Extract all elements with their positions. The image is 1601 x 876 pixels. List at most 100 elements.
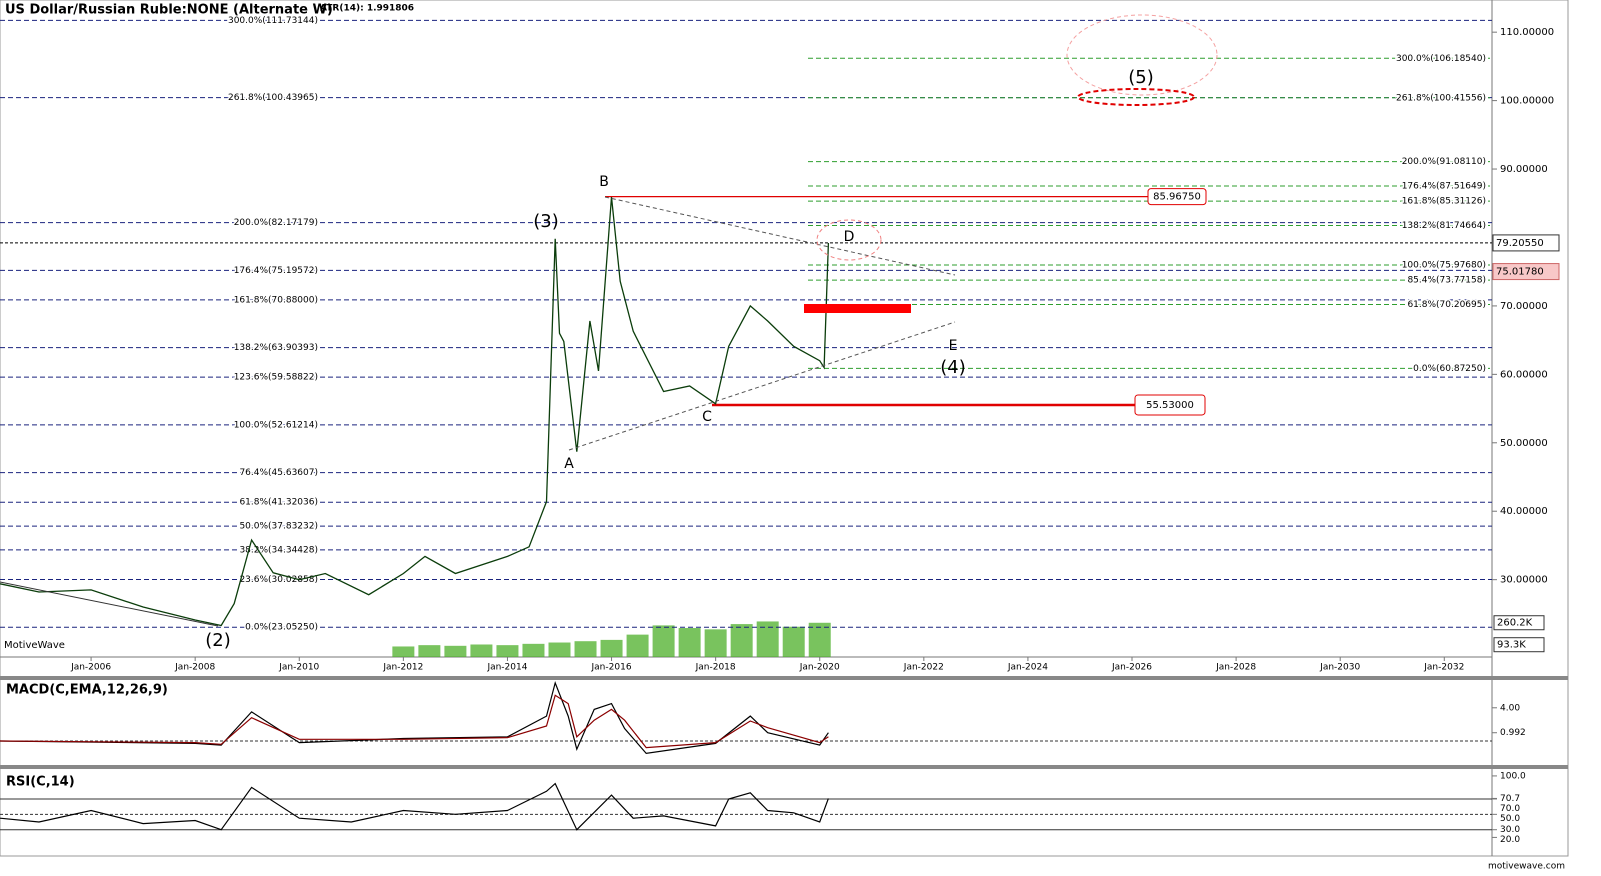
x-tick-label: Jan-2026 [1111,663,1152,673]
last-close-box [1492,263,1560,281]
projection-label: 138.2%(81.74664) [1402,221,1486,231]
fib-label: 261.8%(100.43965) [228,93,318,103]
y-tick-label: 0.992 [1500,728,1526,738]
price-level-box [1147,188,1207,206]
x-tick-label: Jan-2010 [278,663,319,673]
volume-label-box [1493,637,1545,653]
y-tick-label: 100.00000 [1500,96,1554,107]
wave-label: D [844,229,855,245]
trend-line [568,321,956,451]
projection-label: 161.8%(85.31126) [1402,197,1486,207]
y-tick-label: 50.0 [1500,814,1520,824]
fib-label: 161.8%(70.88000) [234,295,318,305]
price-level-box [1134,394,1206,416]
y-tick-label: 30.0 [1500,825,1520,835]
volume-bar [522,643,545,657]
panel-title: RSI(C,14) [6,775,75,790]
wave-label: A [564,456,574,472]
projection-label: 261.8%(100.41556) [1396,93,1486,103]
volume-bar [756,621,779,657]
y-tick-label: 30.00000 [1500,575,1548,586]
target-ellipse [1077,88,1195,106]
fib-label: 300.0%(111.73144) [228,16,318,26]
plot-layer: Jan-2006 Jan-2008 Jan-2010 Jan-2012 Jan-2014… [0,14,1560,845]
target-ellipse [816,219,882,261]
indicator-label: ATR(14): 1.991806 [320,4,414,14]
y-tick-label: 20.0 [1500,835,1520,845]
projection-label: 300.0%(106.18540) [1396,54,1486,64]
volume-bar [470,644,493,657]
volume-label: 260.2K [1497,618,1533,629]
volume-bar [496,645,519,657]
frame [0,0,1569,857]
price-level-label: 85.96750 [1153,192,1201,203]
x-tick-label: Jan-2022 [903,663,944,673]
y-tick-label: 4.00 [1500,703,1520,713]
fib-label: 23.6%(30.02858) [239,575,318,585]
fib-label: 176.4%(75.19572) [234,266,318,276]
volume-bar [444,645,467,657]
target-ellipse [1066,14,1218,96]
wave-label: C [702,409,712,425]
series-line [0,197,830,627]
x-tick-label: Jan-2008 [174,663,215,673]
panel-divider [0,676,1568,680]
x-tick-label: Jan-2014 [486,663,527,673]
last-close-label: 75.01780 [1496,267,1544,278]
x-tick-label: Jan-2016 [591,663,632,673]
projection-label: 100.0%(75.97680) [1402,261,1486,271]
volume-bar [678,628,701,657]
target-zone [804,304,911,313]
x-tick-label: Jan-2006 [70,663,111,673]
fib-label: 0.0%(23.05250) [245,623,318,633]
fib-label: 38.2%(34.34428) [239,545,318,555]
volume-bar [418,645,441,657]
series-line [0,694,829,749]
wave-label: (2) [205,630,231,651]
last-high-box [1492,234,1560,252]
projection-label: 61.8%(70.20695) [1407,300,1486,310]
volume-bar [808,622,831,657]
volume-label-box [1493,615,1545,631]
fib-label: 123.6%(59.58822) [234,373,318,383]
wave-label: (3) [533,211,559,232]
wave-label: E [949,338,958,354]
wave-label: B [599,174,609,190]
fib-label: 76.4%(45.63607) [239,468,318,478]
volume-bar [392,646,415,657]
x-tick-label: Jan-2018 [695,663,736,673]
trend-line [0,581,219,627]
footer: motivewave.com [1488,862,1565,872]
fib-label: 100.0%(52.61214) [234,420,318,430]
volume-bar [730,624,753,657]
fib-label: 200.0%(82.17179) [234,218,318,228]
x-tick-label: Jan-2012 [382,663,423,673]
y-tick-label: 50.00000 [1500,438,1548,449]
price-level-label: 55.53000 [1146,400,1194,411]
x-tick-label: Jan-2020 [799,663,840,673]
volume-bar [548,642,571,657]
volume-bar [704,629,727,657]
y-tick-label: 70.7 [1500,794,1520,804]
x-tick-label: Jan-2030 [1319,663,1360,673]
volume-label: 93.3K [1497,640,1526,651]
projection-label: 200.0%(91.08110) [1402,157,1486,167]
series-line [0,782,829,831]
panel-divider [0,765,1568,769]
wave-label: (4) [940,357,966,378]
trend-line [604,196,956,276]
volume-bar [782,626,805,657]
fib-label: 61.8%(41.32036) [239,498,318,508]
y-tick-label: 100.0 [1500,771,1526,781]
volume-bar [652,625,675,657]
x-tick-label: Jan-2028 [1215,663,1256,673]
last-high-label: 79.20550 [1496,238,1544,249]
projection-label: 0.0%(60.87250) [1413,364,1486,374]
fib-label: 138.2%(63.90393) [234,343,318,353]
y-tick-label: 40.00000 [1500,506,1548,517]
y-tick-label: 110.00000 [1500,27,1554,38]
projection-label: 176.4%(87.51649) [1402,182,1486,192]
x-tick-label: Jan-2024 [1007,663,1048,673]
panel-title: MACD(C,EMA,12,26,9) [6,683,168,698]
